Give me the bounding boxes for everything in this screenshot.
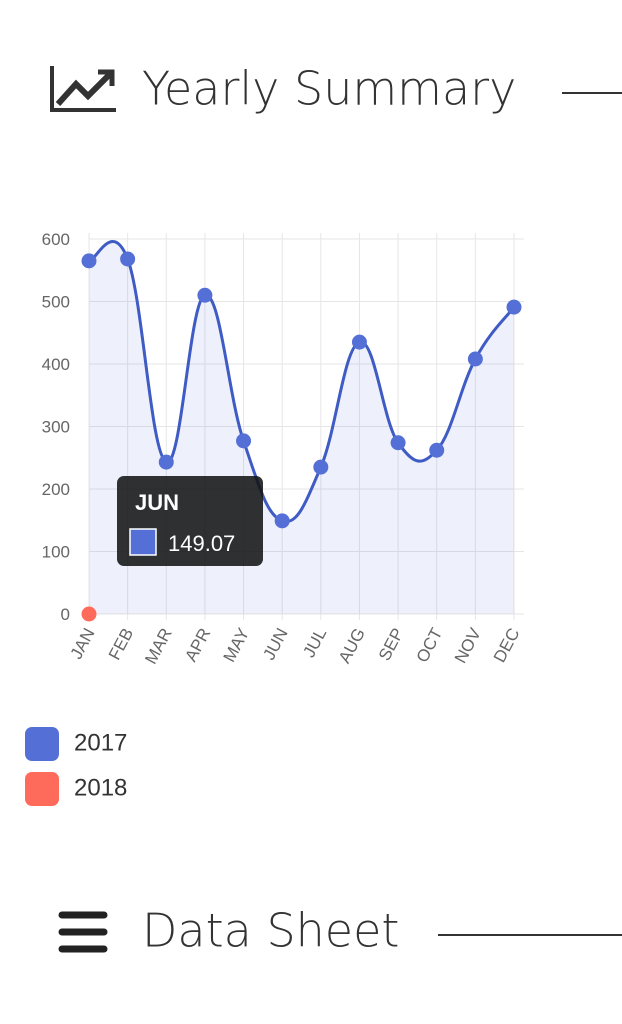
y-tick-label: 600 (42, 230, 70, 249)
point (467, 351, 483, 367)
y-tick-label: 400 (42, 355, 70, 374)
legend-swatch (25, 772, 59, 806)
point (81, 606, 97, 622)
x-tick-label: FEB (105, 625, 137, 663)
tooltip-swatch (129, 528, 157, 556)
x-tick-label: DEC (490, 625, 524, 666)
x-tick-label: JUL (299, 625, 330, 661)
x-tick-label: MAY (220, 625, 253, 665)
x-tick-label: MAR (141, 625, 176, 667)
chart-icon (50, 66, 116, 112)
point (81, 253, 97, 269)
x-tick-label: JAN (67, 625, 99, 662)
x-tick-label: AUG (335, 625, 369, 666)
legend-label: 2018 (74, 774, 127, 801)
x-tick-label: JUN (259, 625, 291, 663)
point (158, 454, 174, 470)
x-tick-label: SEP (375, 625, 408, 664)
y-tick-label: 200 (42, 480, 70, 499)
point (236, 433, 252, 449)
point (351, 334, 367, 350)
point (506, 299, 522, 315)
point (429, 442, 445, 458)
y-tick-label: 500 (42, 293, 70, 312)
point (197, 287, 213, 303)
y-tick-label: 0 (61, 605, 70, 624)
y-tick-label: 100 (42, 543, 70, 562)
tooltip-value: 149.07 (168, 531, 235, 556)
y-tick-label: 300 (42, 418, 70, 437)
tooltip-title: JUN (135, 490, 179, 515)
x-tick-label: OCT (413, 625, 447, 666)
point (390, 435, 406, 451)
point (313, 459, 329, 475)
section-title: Data Sheet (142, 904, 399, 958)
tooltip: JUN 149.07 (117, 476, 263, 566)
x-tick-label: NOV (451, 624, 485, 666)
legend-swatch (25, 727, 59, 761)
point (274, 513, 290, 529)
menu-icon (58, 911, 108, 953)
x-tick-label: APR (181, 625, 214, 665)
section-title: Yearly Summary (142, 62, 516, 116)
legend-label: 2017 (74, 729, 127, 756)
point (120, 251, 136, 267)
